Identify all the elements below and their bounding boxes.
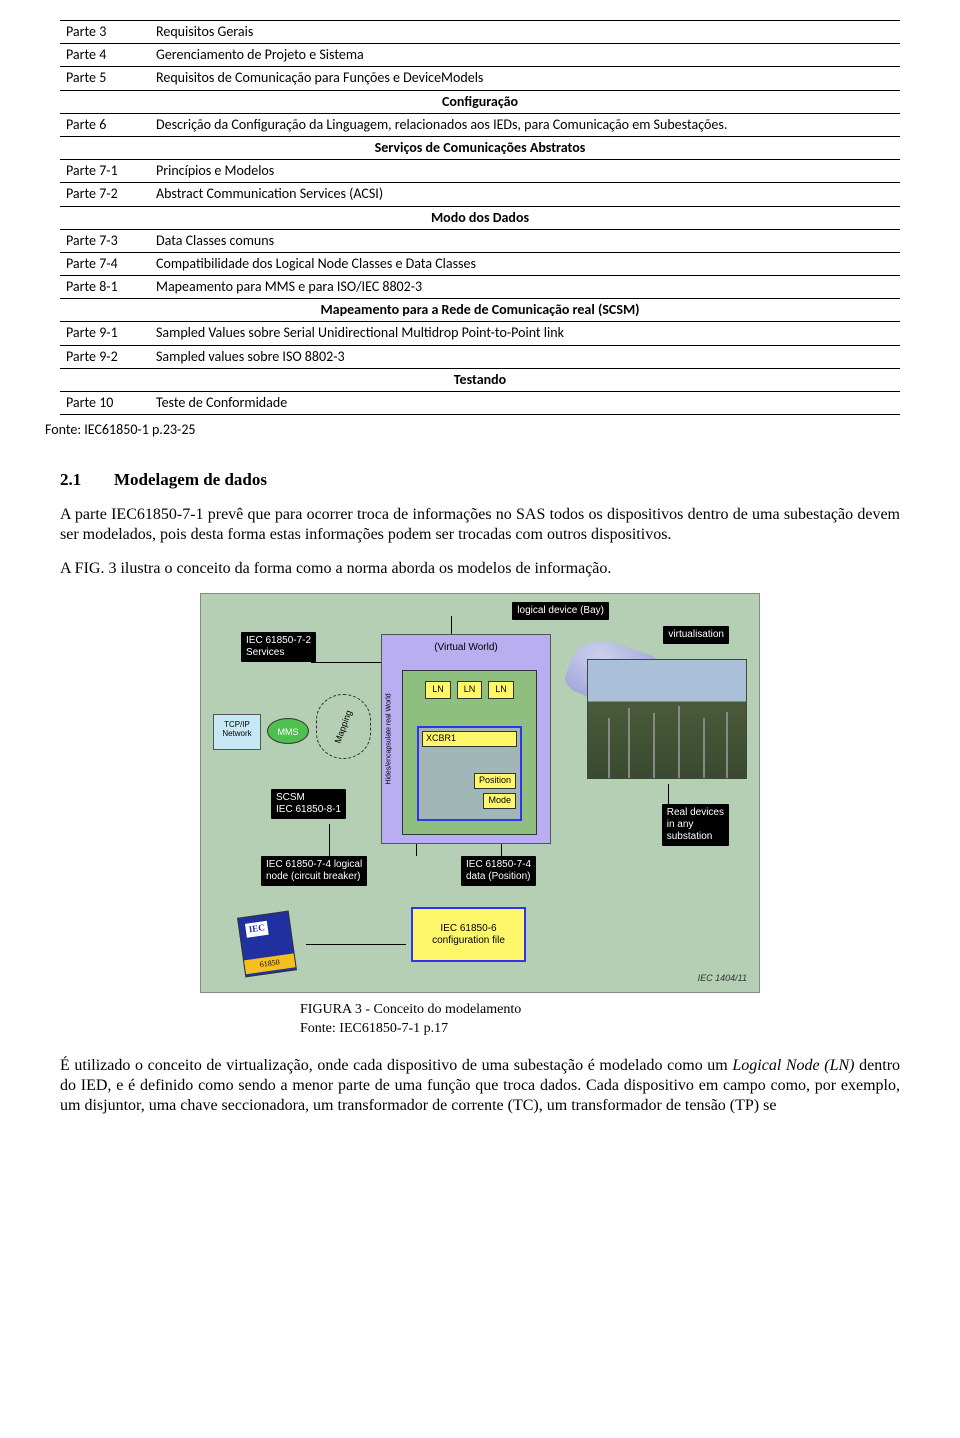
table-cell-part: Parte 8-1 [60,276,150,299]
mapping-oval: Mapping [316,694,371,759]
paragraph-2: A FIG. 3 ilustra o conceito da forma com… [60,559,900,579]
mode-label: Mode [483,793,516,809]
table-cell-desc: Compatibilidade dos Logical Node Classes… [150,252,900,275]
table-cell-part: Parte 7-3 [60,229,150,252]
section-number: 2.1 [60,469,114,491]
label-virtualisation: virtualisation [663,626,729,644]
iec-book-icon [237,911,297,978]
xcbr-label: XCBR1 [422,731,517,747]
vw-inner: LN LN LN XCBR1 Position Mode [402,670,537,835]
table-cell-desc: Abstract Communication Services (ACSI) [150,183,900,206]
ln-box-1: LN [425,681,451,699]
figure-3: IEC 61850-7-2Services logical device (Ba… [200,593,760,1037]
mms-oval: MMS [267,718,309,744]
figure-caption-line1: FIGURA 3 - Conceito do modelamento [300,1001,760,1019]
table-cell-desc: Requisitos Gerais [150,21,900,44]
para3-italic: Logical Node (LN) [732,1057,859,1074]
table-cell-part: Parte 4 [60,44,150,67]
ln-box-2: LN [457,681,483,699]
table-cell-part: Parte 6 [60,113,150,136]
tcpip-box: TCP/IPNetwork [213,714,261,750]
table-cell-desc: Sampled values sobre ISO 8802-3 [150,345,900,368]
table-cell-part: Parte 7-4 [60,252,150,275]
config-file-box: IEC 61850-6configuration file [411,907,526,962]
paragraph-3: É utilizado o conceito de virtualização,… [60,1056,900,1116]
label-real-devices: Real devicesin anysubstation [662,804,729,846]
table-cell-desc: Mapeamento para MMS e para ISO/IEC 8802-… [150,276,900,299]
table-section-header: Serviços de Comunicações Abstratos [60,136,900,159]
table-section-header: Configuração [60,90,900,113]
section-heading: 2.1Modelagem de dados [60,469,900,491]
table-section-header: Testando [60,368,900,391]
label-logical-device: logical device (Bay) [512,602,609,620]
paragraph-1: A parte IEC61850-7-1 prevê que para ocor… [60,505,900,545]
virtual-world-panel: (Virtual World) Hides/encapsulate real W… [381,634,551,844]
table-cell-desc: Gerenciamento de Projeto e Sistema [150,44,900,67]
iec-ref: IEC 1404/11 [698,973,747,985]
table-section-header: Mapeamento para a Rede de Comunicação re… [60,299,900,322]
table-cell-part: Parte 10 [60,392,150,415]
label-data-position: IEC 61850-7-4data (Position) [461,856,536,886]
table-cell-part: Parte 5 [60,67,150,90]
section-title: Modelagem de dados [114,470,267,489]
table-cell-part: Parte 9-1 [60,322,150,345]
xcbr-box: XCBR1 Position Mode [417,726,522,821]
table-cell-part: Parte 7-2 [60,183,150,206]
table-source: Fonte: IEC61850-1 p.23-25 [45,421,900,439]
table-cell-part: Parte 9-2 [60,345,150,368]
table-cell-desc: Sampled Values sobre Serial Unidirection… [150,322,900,345]
table-cell-desc: Princípios e Modelos [150,160,900,183]
table-cell-desc: Requisitos de Comunicação para Funções e… [150,67,900,90]
label-logical-node: IEC 61850-7-4 logicalnode (circuit break… [261,856,367,886]
ln-box-3: LN [488,681,514,699]
table-cell-part: Parte 3 [60,21,150,44]
hides-label: Hides/encapsulate real World [384,664,393,814]
position-label: Position [474,773,516,789]
virtual-world-title: (Virtual World) [382,641,550,654]
mapping-text: Mapping [332,709,355,745]
table-cell-part: Parte 7-1 [60,160,150,183]
figure-caption-line2: Fonte: IEC61850-7-1 p.17 [300,1020,760,1038]
label-scsm: SCSMIEC 61850-8-1 [271,789,346,819]
parts-table: Parte 3Requisitos GeraisParte 4Gerenciam… [60,20,900,415]
table-cell-desc: Teste de Conformidade [150,392,900,415]
table-cell-desc: Descrição da Configuração da Linguagem, … [150,113,900,136]
diagram: IEC 61850-7-2Services logical device (Ba… [200,593,760,993]
figure-caption: FIGURA 3 - Conceito do modelamento Fonte… [300,1001,760,1037]
para3-pre: É utilizado o conceito de virtualização,… [60,1057,732,1074]
table-cell-desc: Data Classes comuns [150,229,900,252]
substation-photo [587,659,747,779]
label-iec-services: IEC 61850-7-2Services [241,632,316,662]
table-section-header: Modo dos Dados [60,206,900,229]
